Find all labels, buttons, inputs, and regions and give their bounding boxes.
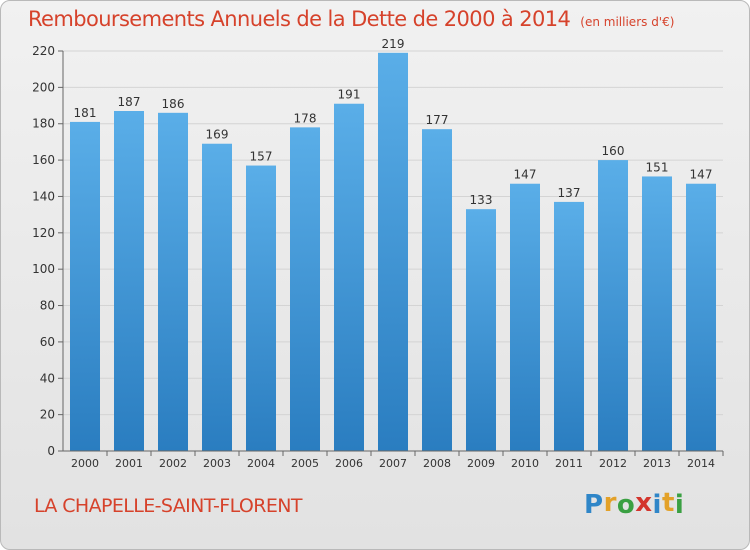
x-tick-label-2005: 2005 [291,457,319,470]
y-tick-label: 80 [40,299,55,313]
bar-2011 [554,201,584,451]
chart-title: Remboursements Annuels de la Dette de 20… [28,7,674,31]
y-tick-label: 160 [32,153,55,167]
bar-2008 [422,129,452,451]
x-tick-label-2008: 2008 [423,457,451,470]
data-label-2007: 219 [382,37,405,51]
data-label-2013: 151 [646,160,669,174]
data-label-2002: 186 [162,97,185,111]
y-tick-label: 40 [40,371,55,385]
y-tick-label: 20 [40,408,55,422]
y-tick-label: 0 [47,444,55,458]
data-label-2004: 157 [250,150,273,164]
x-tick-label-2006: 2006 [335,457,363,470]
logo-letter: i [652,490,662,520]
data-label-2008: 177 [426,113,449,127]
bar-2009 [466,209,496,451]
data-label-2006: 191 [338,88,361,102]
bar-2006 [334,103,364,452]
data-label-2003: 169 [206,128,229,142]
bar-2013 [642,176,672,452]
logo-letter: t [661,488,675,518]
y-tick-label: 200 [32,80,55,94]
y-tick-label: 140 [32,189,55,203]
x-tick-label-2002: 2002 [159,457,187,470]
logo-letter: x [635,488,653,518]
bar-2010 [510,183,540,451]
proxiti-logo[interactable]: Proxiti [584,488,685,520]
y-tick-label: 100 [32,262,55,276]
chart-title-text: Remboursements Annuels de la Dette de 20… [28,7,571,31]
logo-letter: P [584,490,604,520]
bar-2014 [686,183,716,451]
data-label-2012: 160 [602,144,625,158]
x-tick-label-2014: 2014 [687,457,715,470]
data-label-2000: 181 [74,106,97,120]
x-tick-label-2004: 2004 [247,457,275,470]
chart-unit: (en milliers d'€) [580,15,675,29]
x-tick-label-2010: 2010 [511,457,539,470]
x-tick-label-2011: 2011 [555,457,583,470]
data-label-2005: 178 [294,111,317,125]
data-label-2010: 147 [514,168,537,182]
x-tick-label-2009: 2009 [467,457,495,470]
x-tick-label-2013: 2013 [643,457,671,470]
x-tick-label-2001: 2001 [115,457,143,470]
x-tick-label-2000: 2000 [71,457,99,470]
bars [70,52,716,452]
bar-2012 [598,160,628,451]
x-tick-label-2012: 2012 [599,457,627,470]
x-tick-label-2007: 2007 [379,457,407,470]
bar-2000 [70,121,100,451]
y-tick-label: 60 [40,335,55,349]
logo-letter: o [616,490,636,520]
bar-2003 [202,143,232,451]
axes [58,50,724,456]
y-tick-label: 120 [32,226,55,240]
data-label-2001: 187 [118,95,141,109]
data-label-2011: 137 [558,186,581,200]
bar-2007 [378,52,408,452]
bar-2001 [114,111,144,451]
labels: 0 20 40 60 80 100 120 140 160 180 200 220 181 2000 187… [32,37,715,470]
logo-letter: i [674,490,685,520]
x-tick-label-2003: 2003 [203,457,231,470]
logo-letter: r [603,488,617,518]
bar-2004 [246,165,276,451]
data-label-2014: 147 [690,168,713,182]
bar-2005 [290,127,320,451]
y-tick-label: 180 [32,117,55,131]
commune-name: LA CHAPELLE-SAINT-FLORENT [34,495,302,517]
data-label-2009: 133 [470,193,493,207]
bar-2002 [158,112,188,452]
y-tick-label: 220 [32,44,55,58]
